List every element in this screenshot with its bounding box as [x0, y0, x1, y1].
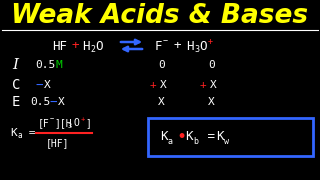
- Text: M: M: [55, 60, 62, 70]
- Text: [HF]: [HF]: [46, 138, 69, 148]
- Text: O: O: [95, 39, 102, 53]
- Text: w: w: [224, 136, 229, 145]
- Text: 3: 3: [194, 44, 199, 53]
- Text: O: O: [73, 118, 79, 128]
- Text: O: O: [199, 39, 206, 53]
- Text: I: I: [12, 58, 18, 72]
- Text: +: +: [150, 80, 157, 90]
- Text: +: +: [174, 39, 181, 53]
- Text: −: −: [49, 96, 57, 109]
- Text: ]: ]: [85, 118, 91, 128]
- Text: C: C: [12, 78, 20, 92]
- Text: 0.5: 0.5: [35, 60, 55, 70]
- Text: X: X: [210, 80, 217, 90]
- Text: 0: 0: [158, 60, 165, 70]
- Text: +: +: [200, 80, 207, 90]
- Text: =: =: [22, 128, 36, 138]
- Text: −: −: [35, 78, 43, 91]
- Text: +: +: [208, 37, 213, 46]
- Text: [F: [F: [38, 118, 50, 128]
- Text: X: X: [58, 97, 65, 107]
- Text: ][H: ][H: [54, 118, 72, 128]
- Text: a: a: [168, 136, 173, 145]
- Text: H: H: [186, 39, 194, 53]
- Text: Weak Acids & Bases: Weak Acids & Bases: [12, 3, 308, 29]
- Text: E: E: [12, 95, 20, 109]
- Text: +: +: [72, 39, 79, 53]
- Text: −: −: [50, 116, 54, 122]
- Text: X: X: [160, 80, 167, 90]
- Text: X: X: [44, 80, 51, 90]
- Text: −: −: [163, 37, 168, 46]
- Text: K: K: [185, 130, 193, 143]
- Text: b: b: [193, 136, 198, 145]
- Text: 0: 0: [208, 60, 215, 70]
- Text: K: K: [216, 130, 223, 143]
- Bar: [148, 118, 313, 156]
- Text: K: K: [160, 130, 167, 143]
- Text: a: a: [17, 132, 22, 141]
- Text: F: F: [155, 39, 163, 53]
- Text: H: H: [82, 39, 90, 53]
- Text: +: +: [81, 116, 85, 122]
- Text: K: K: [10, 128, 17, 138]
- Text: 0.5: 0.5: [30, 97, 50, 107]
- Text: •: •: [176, 128, 186, 146]
- Text: X: X: [208, 97, 215, 107]
- Text: X: X: [158, 97, 165, 107]
- Text: HF: HF: [52, 39, 67, 53]
- Text: 3: 3: [68, 123, 72, 129]
- Text: =: =: [200, 130, 222, 143]
- Text: 2: 2: [90, 44, 95, 53]
